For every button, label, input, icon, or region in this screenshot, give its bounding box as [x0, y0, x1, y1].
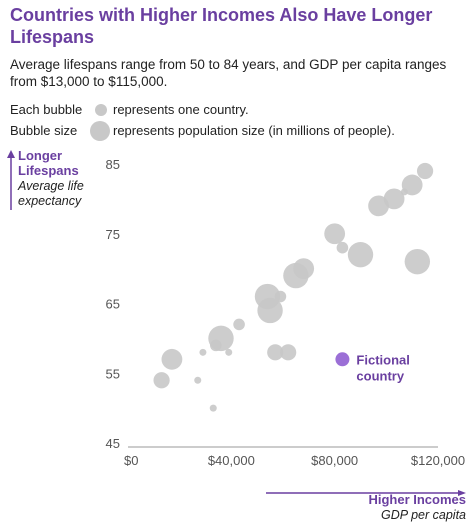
fictional-country-bubble	[335, 352, 350, 367]
country-bubble	[401, 174, 423, 196]
x-axis-title: Higher Incomes GDP per capita	[266, 490, 466, 524]
y-tick-label: 85	[106, 157, 120, 172]
y-axis-arrow-icon	[7, 150, 15, 210]
country-bubble	[324, 223, 346, 245]
country-bubble	[383, 188, 405, 210]
chart-title: Countries with Higher Incomes Also Have …	[10, 5, 433, 47]
y-axis-title-line1: Longer	[18, 148, 63, 163]
y-tick-label: 45	[106, 436, 120, 451]
x-tick-label: $80,000	[311, 453, 358, 468]
x-axis-arrow-icon	[266, 490, 466, 496]
legend-size-row: Bubble size represents population size (…	[10, 121, 470, 141]
legend-size-desc: represents population size (in millions …	[113, 123, 395, 138]
legend-each-row: Each bubble represents one country.	[10, 101, 470, 119]
legend-each-desc: represents one country.	[113, 102, 249, 117]
legend-large-bubble	[90, 121, 110, 141]
legend-small-bubble	[95, 104, 107, 116]
country-bubble	[336, 241, 349, 254]
y-tick-label: 75	[106, 227, 120, 242]
x-axis-title-strong: Higher Incomes	[368, 492, 466, 507]
country-bubble	[209, 404, 217, 412]
country-bubble	[233, 318, 245, 331]
y-axis-subtitle-line2: expectancy	[18, 194, 82, 208]
country-bubble	[274, 290, 287, 303]
legend-each-label: Each bubble	[10, 102, 83, 117]
x-tick-label: $120,000	[411, 453, 465, 468]
country-bubble	[347, 241, 374, 268]
country-bubble	[225, 348, 233, 356]
fictional-country-label-line2: country	[356, 368, 404, 383]
y-axis-subtitle-line1: Average life	[18, 179, 84, 193]
country-bubble	[153, 372, 170, 389]
chart-subtitle: Average lifespans range from 50 to 84 ye…	[10, 57, 447, 89]
y-tick-label: 55	[106, 366, 120, 381]
x-tick-label: $0	[124, 453, 138, 468]
x-tick-label: $40,000	[208, 453, 255, 468]
country-bubble	[404, 248, 431, 275]
country-bubble	[267, 344, 284, 361]
y-axis-title-line2: Lifespans	[18, 163, 79, 178]
country-bubble	[257, 297, 283, 324]
country-bubble	[280, 344, 297, 361]
legend-size-label: Bubble size	[10, 123, 78, 138]
fictional-country-label-line1: Fictional	[356, 352, 409, 367]
country-bubble	[293, 258, 315, 280]
country-bubble	[208, 325, 234, 352]
x-axis-title-italic: GDP per capita	[381, 508, 466, 522]
country-bubble	[416, 162, 434, 180]
country-bubble	[161, 348, 183, 370]
y-tick-label: 65	[106, 297, 120, 312]
country-bubble	[368, 195, 389, 217]
y-axis-title: Longer Lifespans Average life expectancy	[6, 148, 116, 212]
country-bubble	[199, 348, 207, 356]
country-bubble	[194, 376, 202, 384]
